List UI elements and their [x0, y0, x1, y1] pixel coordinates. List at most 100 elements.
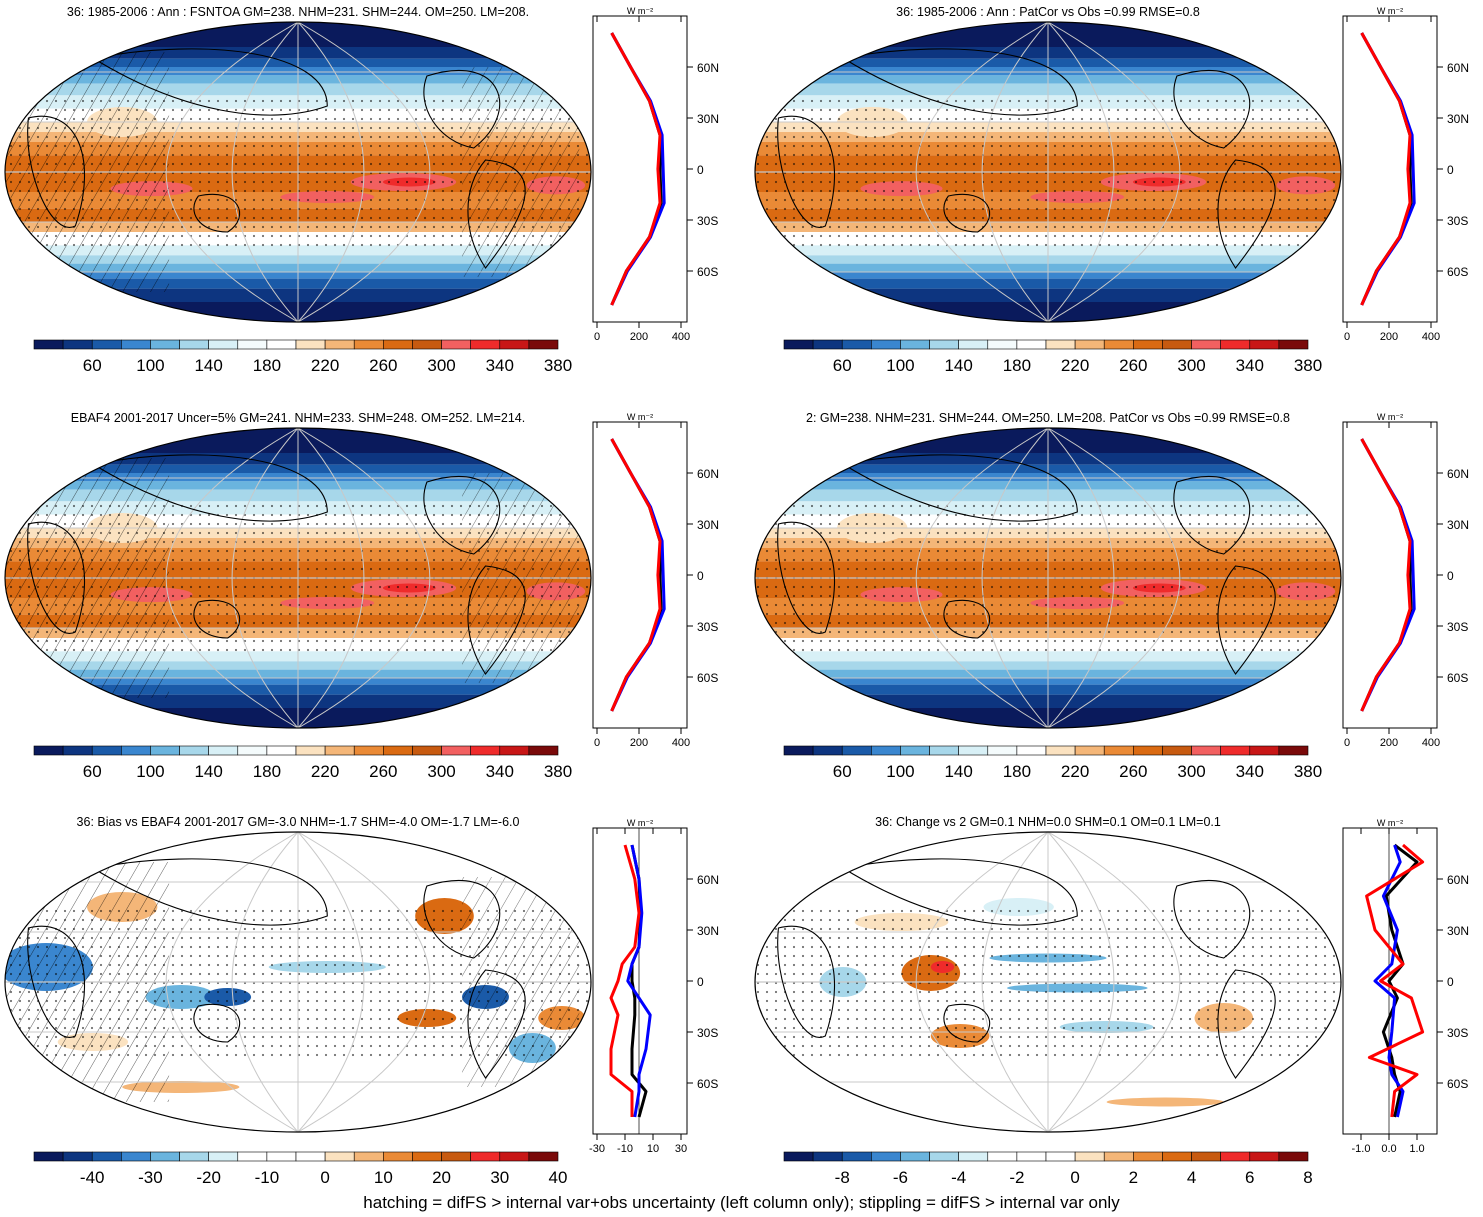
colorbar-swatch — [324, 1151, 355, 1162]
colorbar-swatch — [1016, 339, 1047, 350]
colorbar-swatch — [121, 745, 151, 756]
colorbar-tick-label: 300 — [1177, 762, 1205, 781]
profile-lat-label: 60N — [697, 873, 719, 887]
map-field — [5, 22, 591, 322]
profile-tick-label: 400 — [672, 331, 690, 343]
colorbar-tick-label: 180 — [1003, 356, 1031, 375]
colorbar-swatch — [179, 745, 209, 756]
colorbar-swatch — [33, 745, 64, 756]
colorbar-swatch — [208, 1151, 239, 1162]
map-outline — [4, 831, 592, 1133]
colorbar-swatch — [871, 339, 901, 350]
profile-series-model — [609, 844, 641, 1117]
profile-lat-label: 60N — [1447, 467, 1469, 481]
colorbar-tick-label: 0 — [1070, 1168, 1079, 1187]
profile-lat-label: 30S — [697, 214, 718, 228]
colorbar-tick-label: 60 — [83, 356, 102, 375]
colorbar-tick-label: 380 — [544, 356, 572, 375]
colorbar-swatch — [383, 745, 413, 756]
colorbar-swatch — [295, 339, 326, 350]
profile-frame — [1342, 15, 1438, 323]
colorbar-tick-label: 300 — [427, 762, 455, 781]
profile-unit: W m⁻² — [1377, 818, 1403, 828]
colorbar-swatch — [1162, 745, 1192, 756]
colorbar-tick-label: 2 — [1129, 1168, 1138, 1187]
colorbar-tick-label: 260 — [369, 762, 397, 781]
colorbar-swatch — [150, 339, 180, 350]
colorbar-swatch — [987, 339, 1018, 350]
profile-tick-label: 1.0 — [1409, 1143, 1424, 1155]
colorbar-swatch — [295, 745, 326, 756]
colorbar-swatch — [1220, 1151, 1251, 1162]
colorbar-tick-label: 140 — [194, 762, 222, 781]
colorbar-swatch — [1191, 745, 1221, 756]
colorbar-tick-label: 140 — [194, 356, 222, 375]
panel-2: 36: 1985-2006 : Ann : PatCor vs Obs =0.9… — [754, 5, 1469, 375]
profile-tick-label: 200 — [630, 737, 648, 749]
colorbar-swatch — [871, 745, 901, 756]
profile-tick-label: 200 — [630, 331, 648, 343]
colorbar-swatch — [383, 1151, 413, 1162]
colorbar-swatch — [412, 1151, 442, 1162]
map-outline — [754, 831, 1342, 1133]
colorbar-swatch — [783, 339, 814, 350]
colorbar-swatch — [528, 339, 559, 350]
colorbar-tick-label: -20 — [196, 1168, 221, 1187]
colorbar-swatch — [62, 339, 93, 350]
profile-tick-label: -30 — [589, 1143, 605, 1155]
profile-lat-label: 30N — [697, 518, 719, 532]
profile-unit: W m⁻² — [1377, 412, 1403, 422]
profile-lat-label: 0 — [1447, 975, 1454, 989]
profile-tick-label: 0 — [594, 331, 600, 343]
colorbar-swatch — [783, 745, 814, 756]
profile-lat-label: 60N — [1447, 61, 1469, 75]
colorbar-tick-label: -6 — [893, 1168, 908, 1187]
profile-lat-label: 30S — [1447, 214, 1468, 228]
map-outline — [4, 21, 592, 323]
colorbar-swatch — [121, 339, 151, 350]
colorbar-swatch — [812, 339, 843, 350]
colorbar-swatch — [1103, 1151, 1134, 1162]
colorbar-tick-label: 220 — [311, 762, 339, 781]
colorbar-swatch — [179, 339, 209, 350]
colorbar-swatch — [237, 745, 268, 756]
profile-frame — [592, 421, 688, 729]
colorbar-tick-label: 6 — [1245, 1168, 1254, 1187]
colorbar-swatch — [383, 339, 413, 350]
figure-footer: hatching = difFS > internal var+obs unce… — [363, 1193, 1120, 1212]
profile-tick-label: 400 — [1422, 737, 1440, 749]
colorbar-tick-label: 260 — [1119, 762, 1147, 781]
colorbar-tick-label: 180 — [253, 356, 281, 375]
profile-lat-label: 60S — [1447, 1077, 1468, 1091]
colorbar-tick-label: 380 — [544, 762, 572, 781]
colorbar-swatch — [237, 339, 268, 350]
colorbar-swatch — [1249, 339, 1280, 350]
colorbar-tick-label: 260 — [369, 356, 397, 375]
colorbar-tick-label: -2 — [1009, 1168, 1024, 1187]
colorbar-swatch — [1191, 1151, 1221, 1162]
colorbar-swatch — [958, 1151, 989, 1162]
profile-tick-label: 0 — [1344, 331, 1350, 343]
profile-series-obs — [1373, 844, 1405, 1118]
profile-lat-label: 60S — [1447, 265, 1468, 279]
colorbar-swatch — [958, 339, 989, 350]
colorbar-tick-label: 180 — [1003, 762, 1031, 781]
profile-series-model — [1360, 32, 1412, 306]
profile-series-model — [610, 32, 662, 306]
colorbar-swatch — [783, 1151, 814, 1162]
panel-title: 2: GM=238. NHM=231. SHM=244. OM=250. LM=… — [806, 411, 1290, 425]
profile-tick-label: 400 — [672, 737, 690, 749]
colorbar-tick-label: 340 — [1236, 762, 1264, 781]
colorbar-swatch — [499, 1151, 530, 1162]
colorbar-tick-label: -4 — [951, 1168, 966, 1187]
colorbar-swatch — [179, 1151, 209, 1162]
colorbar-swatch — [266, 745, 297, 756]
profile-unit: W m⁻² — [627, 412, 653, 422]
colorbar-tick-label: 340 — [486, 762, 514, 781]
colorbar-tick-label: 60 — [83, 762, 102, 781]
colorbar-swatch — [841, 745, 872, 756]
colorbar-swatch — [441, 745, 471, 756]
profile-series-model — [1365, 843, 1425, 1118]
profile-lat-label: 60S — [697, 265, 718, 279]
colorbar-swatch — [499, 339, 530, 350]
